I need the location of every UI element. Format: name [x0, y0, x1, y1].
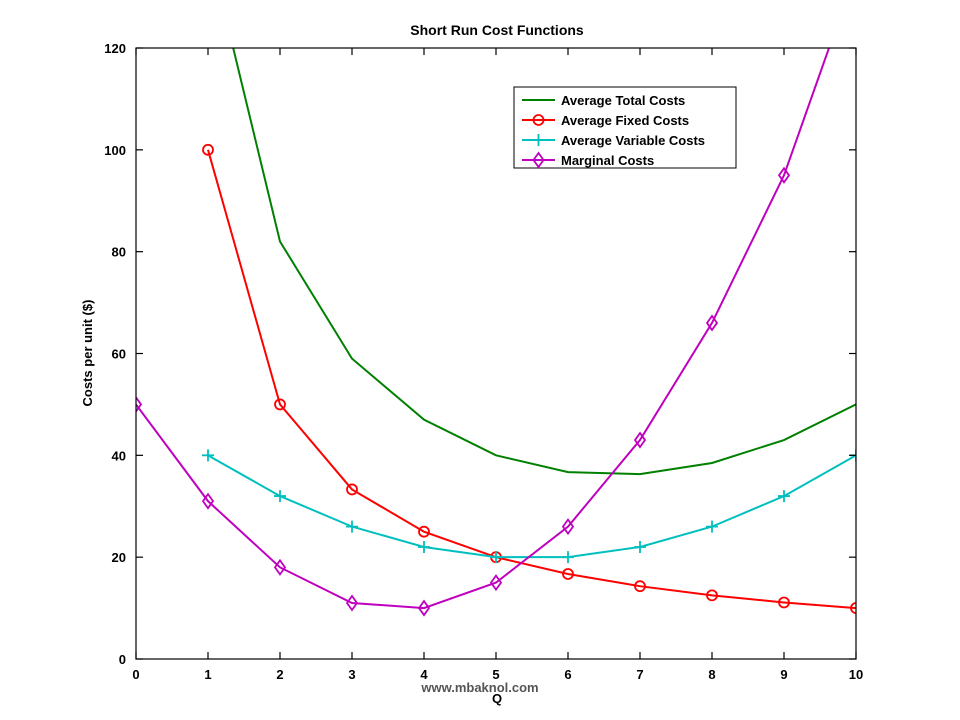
- data-point-marginal-costs: [273, 558, 287, 576]
- series-average-total-costs: [232, 48, 856, 476]
- data-point-average-variable-costs: [274, 490, 286, 503]
- x-tick-label: 10: [849, 667, 863, 682]
- data-point-average-fixed-costs: [274, 398, 286, 411]
- legend-marker-average-fixed-costs: [532, 114, 545, 126]
- data-point-average-fixed-costs: [850, 602, 856, 614]
- data-point-average-fixed-costs: [202, 143, 214, 156]
- x-tick-label: 4: [420, 667, 428, 682]
- data-point-average-fixed-costs: [562, 568, 574, 580]
- data-point-average-variable-costs: [634, 540, 646, 553]
- legend-items: Average Total Costs Average Fixed Costs Av…: [522, 93, 705, 169]
- data-point-marginal-costs: [633, 431, 647, 449]
- x-tick-label: 7: [636, 667, 643, 682]
- data-point-average-variable-costs: [562, 551, 574, 564]
- legend-label-marginal-costs: Marginal Costs: [561, 153, 654, 168]
- data-point-average-variable-costs: [346, 520, 358, 533]
- legend-label-average-variable-costs: Average Variable Costs: [561, 133, 705, 148]
- data-point-average-fixed-costs: [634, 580, 646, 593]
- legend-label-average-fixed-costs: Average Fixed Costs: [561, 113, 689, 128]
- y-tick-label: 60: [112, 347, 126, 362]
- data-point-marginal-costs: [136, 395, 143, 413]
- data-point-average-fixed-costs: [418, 525, 430, 538]
- data-point-average-variable-costs: [778, 490, 790, 503]
- legend-label-average-total-costs: Average Total Costs: [561, 93, 685, 108]
- data-point-marginal-costs: [345, 594, 359, 612]
- x-tick-label: 5: [492, 667, 499, 682]
- y-tick-label: 80: [112, 245, 126, 260]
- data-point-average-fixed-costs: [778, 596, 790, 609]
- data-point-marginal-costs: [705, 314, 719, 332]
- series-average-variable-costs: [202, 449, 856, 564]
- x-tick-label: 0: [132, 667, 139, 682]
- legend-marker-marginal-costs: [532, 151, 545, 169]
- series-layer: [136, 48, 856, 617]
- data-point-average-variable-costs: [490, 551, 502, 564]
- y-tick-label: 0: [119, 652, 126, 667]
- y-tick-label: 40: [112, 448, 126, 463]
- series-average-fixed-costs: [202, 143, 856, 614]
- series-line-average-fixed-costs: [207, 149, 856, 610]
- series-marginal-costs: [136, 48, 831, 617]
- x-tick-label: 8: [708, 667, 715, 682]
- x-axis-label: Q: [492, 691, 502, 706]
- watermark: www.mbaknol.com: [420, 680, 538, 695]
- series-line-average-variable-costs: [207, 454, 856, 559]
- data-point-marginal-costs: [777, 166, 791, 184]
- data-point-marginal-costs: [489, 574, 503, 592]
- data-point-marginal-costs: [417, 599, 431, 617]
- x-tick-label: 3: [348, 667, 355, 682]
- y-tick-label: 100: [104, 143, 126, 158]
- legend-marker-average-variable-costs: [532, 134, 545, 146]
- series-line-average-total-costs: [232, 48, 856, 476]
- chart-title: Short Run Cost Functions: [410, 22, 584, 38]
- x-tick-label: 1: [204, 667, 211, 682]
- plot-frame: [135, 47, 857, 660]
- y-axis-label: Costs per unit ($): [80, 300, 95, 407]
- data-point-average-variable-costs: [418, 540, 430, 553]
- y-tick-label: 120: [104, 41, 126, 56]
- x-tick-label: 2: [276, 667, 283, 682]
- data-point-marginal-costs: [561, 518, 575, 536]
- data-point-average-fixed-costs: [706, 589, 718, 602]
- x-tick-label: 9: [780, 667, 787, 682]
- data-point-average-variable-costs: [706, 520, 718, 533]
- x-tick-label: 6: [564, 667, 571, 682]
- series-line-marginal-costs: [136, 48, 831, 610]
- data-point-average-fixed-costs: [346, 483, 358, 496]
- legend: Average Total Costs Average Fixed Costs Av…: [513, 86, 737, 169]
- y-tick-label: 20: [112, 550, 126, 565]
- data-point-marginal-costs: [201, 492, 215, 510]
- data-point-average-variable-costs: [202, 449, 214, 462]
